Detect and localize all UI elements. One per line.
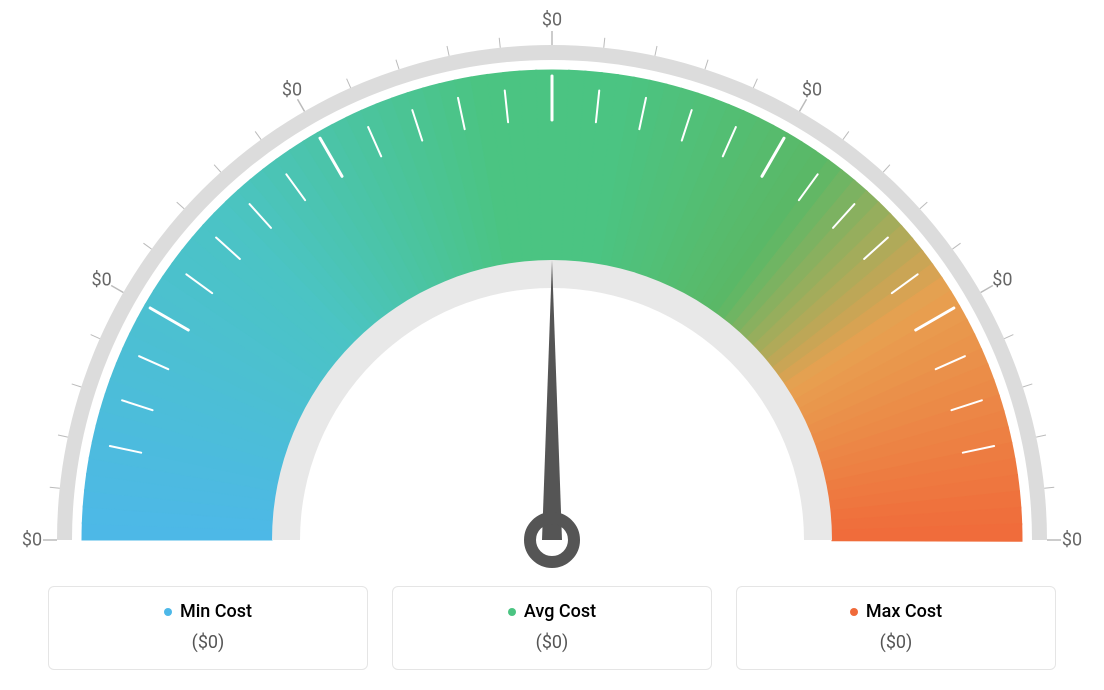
legend-value-max: ($0) bbox=[757, 632, 1035, 653]
gauge-svg bbox=[0, 10, 1104, 570]
legend-label-max: Max Cost bbox=[866, 601, 942, 622]
scale-label-6: $0 bbox=[1062, 530, 1082, 551]
legend-card-min: Min Cost ($0) bbox=[48, 586, 368, 671]
legend-title-max: Max Cost bbox=[850, 601, 942, 622]
legend-label-min: Min Cost bbox=[180, 601, 252, 622]
legend-dot-min bbox=[164, 608, 172, 616]
legend-dot-max bbox=[850, 608, 858, 616]
scale-label-3: $0 bbox=[542, 10, 562, 31]
legend-label-avg: Avg Cost bbox=[524, 601, 596, 622]
legend-card-max: Max Cost ($0) bbox=[736, 586, 1056, 671]
legend-card-avg: Avg Cost ($0) bbox=[392, 586, 712, 671]
legend-title-avg: Avg Cost bbox=[508, 601, 596, 622]
scale-label-4: $0 bbox=[802, 79, 822, 100]
legend-row: Min Cost ($0) Avg Cost ($0) Max Cost ($0… bbox=[0, 586, 1104, 671]
legend-value-avg: ($0) bbox=[413, 632, 691, 653]
scale-label-1: $0 bbox=[92, 270, 112, 291]
scale-label-5: $0 bbox=[992, 270, 1012, 291]
legend-dot-avg bbox=[508, 608, 516, 616]
legend-value-min: ($0) bbox=[69, 632, 347, 653]
legend-title-min: Min Cost bbox=[164, 601, 252, 622]
scale-label-2: $0 bbox=[282, 79, 302, 100]
scale-label-0: $0 bbox=[22, 530, 42, 551]
gauge-chart: $0 $0 $0 $0 $0 $0 $0 bbox=[0, 0, 1104, 560]
